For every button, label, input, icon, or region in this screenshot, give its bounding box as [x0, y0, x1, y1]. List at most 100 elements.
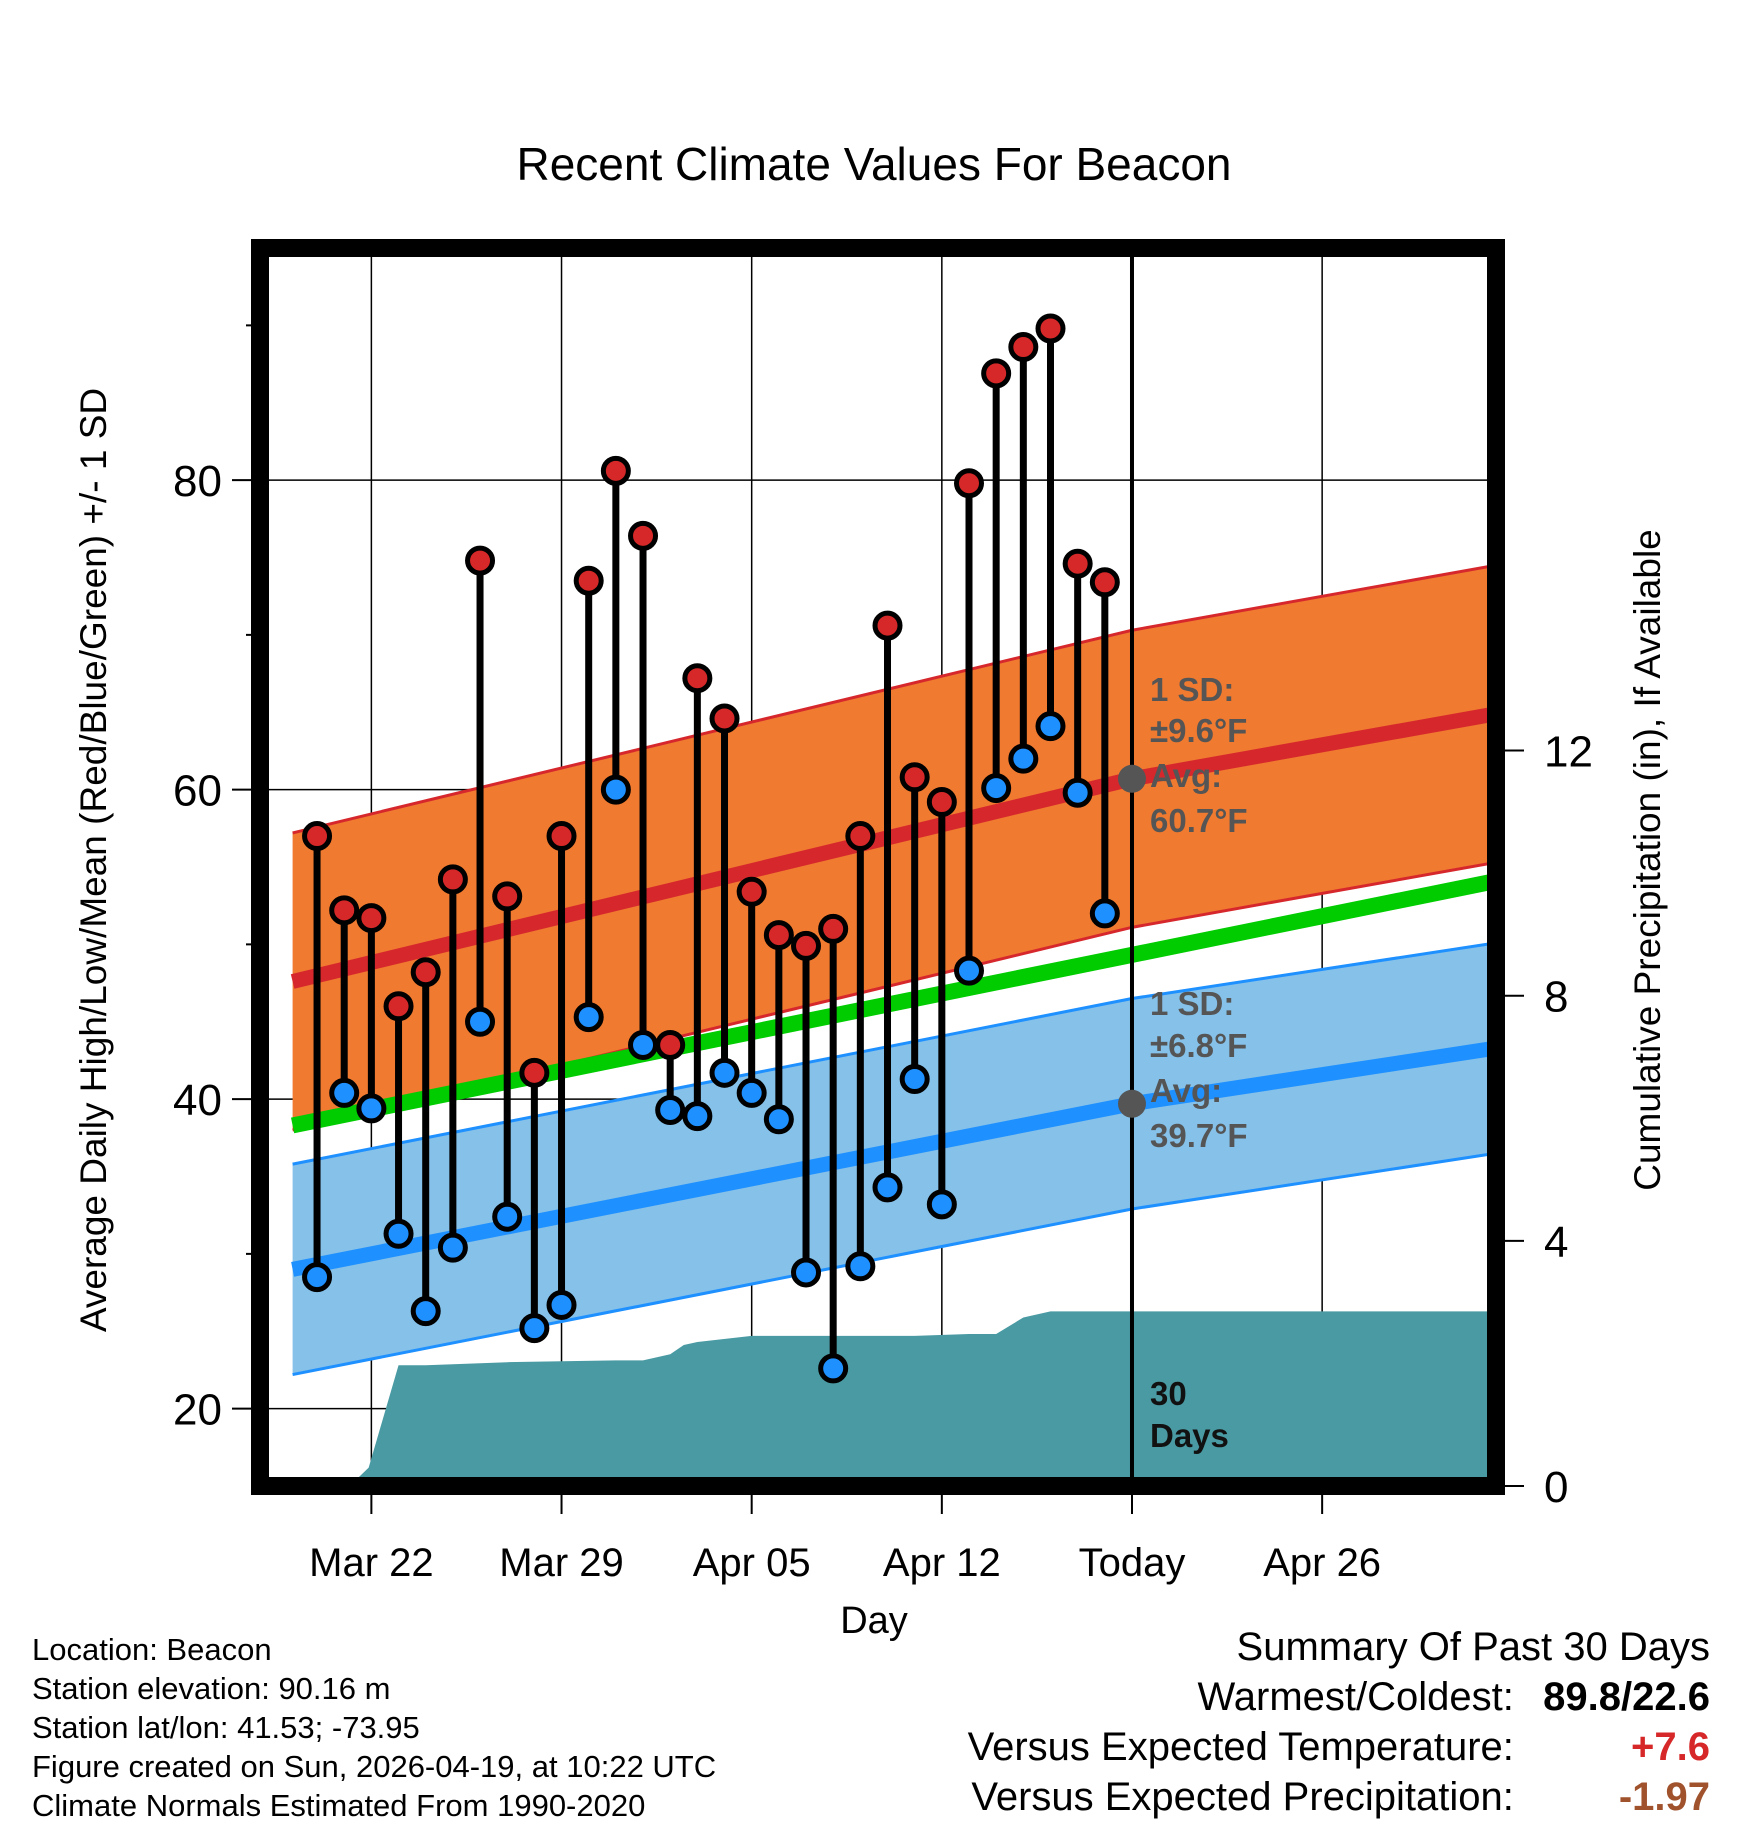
daily-high-point — [519, 1057, 550, 1088]
daily-high-point — [1008, 332, 1039, 363]
today-normal-high-marker — [1117, 764, 1146, 793]
daily-high-point — [383, 991, 414, 1022]
daily-low-point — [899, 1064, 930, 1095]
daily-low-point — [818, 1353, 849, 1384]
daily-high-point — [1062, 548, 1093, 579]
daily-high-point — [1089, 567, 1120, 598]
high-sd-value: ±9.6°F — [1150, 712, 1247, 749]
daily-low-point — [628, 1029, 659, 1060]
low-avg-label: Avg: — [1150, 1072, 1222, 1109]
y-tick-label: 60 — [173, 767, 222, 816]
precip-value: -1.97 — [1618, 1775, 1710, 1819]
daily-low-point — [383, 1218, 414, 1249]
daily-low-point — [736, 1077, 767, 1108]
station-info: Location: Beacon Station elevation: 90.1… — [32, 1630, 716, 1825]
y-tick-label: 40 — [173, 1076, 222, 1125]
daily-high-point — [410, 957, 441, 988]
daily-high-point — [302, 821, 333, 852]
y2-axis-label: Cumulative Precipitation (in), If Availa… — [1627, 529, 1668, 1191]
y2-tick-label: 0 — [1544, 1463, 1568, 1512]
summary-heading: Summary Of Past 30 Days — [1236, 1625, 1710, 1669]
daily-low-point — [872, 1172, 903, 1203]
summary-panel: Summary Of Past 30 Days Warmest/Coldest:… — [968, 1622, 1710, 1822]
y2-tick-label: 12 — [1544, 728, 1593, 777]
normal-mean-line — [291, 873, 1496, 1134]
y-tick-label: 20 — [173, 1386, 222, 1435]
summary-precipitation: Versus Expected Precipitation: -1.97 — [968, 1772, 1710, 1822]
daily-low-point — [437, 1232, 468, 1263]
daily-high-point — [573, 565, 604, 596]
x-tick-label: Mar 22 — [309, 1541, 434, 1585]
chart-title: Recent Climate Values For Beacon — [516, 138, 1231, 190]
info-created: Figure created on Sun, 2026-04-19, at 10… — [32, 1749, 717, 1784]
low-avg-value: 39.7°F — [1150, 1117, 1248, 1154]
info-location: Location: Beacon — [32, 1632, 272, 1667]
daily-low-point — [709, 1057, 740, 1088]
daily-low-point — [410, 1296, 441, 1327]
y2-tick-label: 4 — [1544, 1218, 1568, 1267]
daily-low-point — [465, 1006, 496, 1037]
info-normals: Climate Normals Estimated From 1990-2020 — [32, 1788, 646, 1823]
daily-low-point — [763, 1104, 794, 1135]
high-sd-label: 1 SD: — [1150, 671, 1234, 708]
y-tick-label: 80 — [173, 457, 222, 506]
daily-low-point — [1062, 777, 1093, 808]
temp-label: Versus Expected Temperature: — [967, 1725, 1514, 1769]
x-tick-label: Today — [1079, 1541, 1186, 1585]
daily-high-point — [356, 903, 387, 934]
daily-high-point — [872, 610, 903, 641]
high-avg-value: 60.7°F — [1150, 802, 1248, 839]
daily-high-point — [791, 930, 822, 961]
y-axis-label: Average Daily High/Low/Mean (Red/Blue/Gr… — [73, 388, 114, 1332]
warm-cold-value: 89.8/22.6 — [1543, 1675, 1710, 1719]
daily-low-point — [546, 1289, 577, 1320]
daily-high-point — [926, 787, 957, 818]
precip-area — [292, 1311, 1496, 1486]
daily-high-point — [546, 821, 577, 852]
daily-low-point — [356, 1093, 387, 1124]
daily-high-point — [954, 468, 985, 499]
daily-low-point — [981, 773, 1012, 804]
x-tick-label: Apr 05 — [693, 1541, 811, 1585]
days-count-label: 30 — [1150, 1375, 1187, 1412]
daily-high-point — [600, 455, 631, 486]
daily-high-point — [818, 913, 849, 944]
daily-high-point — [628, 520, 659, 551]
daily-high-point — [899, 762, 930, 793]
today-normal-low-marker — [1117, 1089, 1146, 1118]
summary-warm-cold: Warmest/Coldest: 89.8/22.6 — [968, 1672, 1711, 1722]
daily-high-point — [1035, 313, 1066, 344]
x-tick-label: Apr 12 — [883, 1541, 1001, 1585]
daily-low-point — [519, 1313, 550, 1344]
low-sd-label: 1 SD: — [1150, 985, 1234, 1022]
info-latlon: Station lat/lon: 41.53; -73.95 — [32, 1710, 420, 1745]
daily-high-point — [492, 881, 523, 912]
y2-tick-label: 8 — [1544, 973, 1568, 1022]
days-word-label: Days — [1150, 1417, 1229, 1454]
summary-temperature: Versus Expected Temperature: +7.6 — [968, 1722, 1710, 1772]
x-axis-label: Day — [840, 1600, 908, 1642]
temp-value: +7.6 — [1631, 1725, 1710, 1769]
precip-label: Versus Expected Precipitation: — [971, 1775, 1514, 1819]
daily-low-point — [926, 1189, 957, 1220]
daily-low-point — [329, 1077, 360, 1108]
axes: 20 40 60 80 0 4 8 12 Mar 22 Mar 29 Apr 05 Apr 12 Tod… — [173, 324, 1593, 1585]
daily-high-point — [845, 821, 876, 852]
daily-low-point — [600, 774, 631, 805]
daily-low-point — [655, 1094, 686, 1125]
x-tick-label: Apr 26 — [1263, 1541, 1381, 1585]
daily-low-point — [1089, 898, 1120, 929]
daily-low-point — [1008, 743, 1039, 774]
warm-cold-label: Warmest/Coldest: — [1197, 1675, 1514, 1719]
daily-low-point — [845, 1251, 876, 1282]
x-tick-label: Mar 29 — [499, 1541, 624, 1585]
daily-high-point — [655, 1029, 686, 1060]
plot-frame — [251, 239, 1505, 1495]
daily-low-point — [682, 1101, 713, 1132]
daily-low-point — [1035, 711, 1066, 742]
daily-low-point — [302, 1262, 333, 1293]
plot-area: 1 SD: ±9.6°F Avg: 60.7°F 1 SD: ±6.8°F Avg: 39.7… — [260, 248, 1496, 1486]
daily-low-point — [954, 955, 985, 986]
daily-high-point — [763, 920, 794, 951]
